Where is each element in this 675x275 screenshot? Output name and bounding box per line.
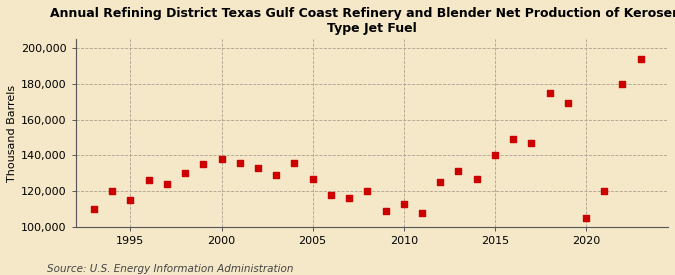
Point [380, 209, 391, 213]
Point [216, 157, 227, 161]
Point [125, 198, 136, 202]
Point [143, 178, 154, 183]
Text: Source: U.S. Energy Information Administration: Source: U.S. Energy Information Administ… [47, 264, 294, 274]
Point [544, 90, 555, 95]
Point [252, 166, 263, 170]
Point [453, 169, 464, 174]
Point [271, 173, 281, 177]
Point [88, 207, 99, 211]
Point [161, 182, 172, 186]
Point [435, 180, 446, 185]
Point [362, 189, 373, 193]
Point [617, 81, 628, 86]
Point [471, 177, 482, 181]
Point [508, 137, 518, 141]
Point [234, 160, 245, 165]
Point [398, 202, 409, 206]
Title: Annual Refining District Texas Gulf Coast Refinery and Blender Net Production of: Annual Refining District Texas Gulf Coas… [49, 7, 675, 35]
Point [526, 141, 537, 145]
Point [635, 56, 646, 61]
Point [107, 189, 117, 193]
Point [198, 162, 209, 167]
Y-axis label: Thousand Barrels: Thousand Barrels [7, 84, 17, 182]
Point [325, 192, 336, 197]
Point [307, 177, 318, 181]
Point [180, 171, 190, 175]
Point [344, 196, 354, 200]
Point [599, 189, 610, 193]
Point [289, 160, 300, 165]
Point [416, 210, 427, 215]
Point [580, 216, 591, 220]
Point [562, 101, 573, 106]
Point [489, 153, 500, 158]
